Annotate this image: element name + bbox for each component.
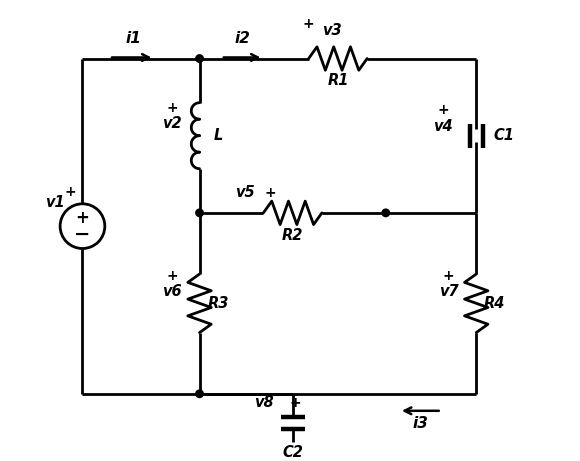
Text: i3: i3 [412, 415, 428, 431]
Text: v1: v1 [45, 195, 64, 210]
Text: C2: C2 [282, 445, 303, 460]
Text: R4: R4 [484, 296, 506, 311]
Text: +: + [166, 269, 177, 283]
Text: +: + [264, 186, 276, 200]
Text: −: − [74, 225, 90, 243]
Text: v6: v6 [162, 284, 182, 299]
Circle shape [382, 209, 390, 217]
Text: +: + [75, 209, 89, 227]
Text: L: L [213, 128, 223, 143]
Text: v8: v8 [253, 396, 273, 410]
Text: +: + [65, 184, 77, 199]
Text: +: + [303, 17, 314, 31]
Text: +: + [289, 396, 301, 410]
Text: R1: R1 [327, 73, 349, 89]
Text: v3: v3 [322, 24, 341, 38]
Text: R2: R2 [282, 228, 303, 242]
Text: v4: v4 [433, 118, 453, 134]
Circle shape [196, 55, 203, 62]
Text: v5: v5 [235, 185, 255, 200]
Text: +: + [437, 103, 449, 117]
Text: +: + [443, 269, 454, 283]
Text: v7: v7 [438, 284, 458, 299]
Text: i1: i1 [125, 31, 141, 46]
Text: R3: R3 [208, 296, 229, 311]
Circle shape [196, 390, 203, 397]
Text: +: + [166, 101, 177, 115]
Text: i2: i2 [234, 31, 250, 46]
Text: C1: C1 [494, 128, 514, 143]
Text: v2: v2 [162, 117, 182, 131]
Circle shape [196, 209, 203, 217]
